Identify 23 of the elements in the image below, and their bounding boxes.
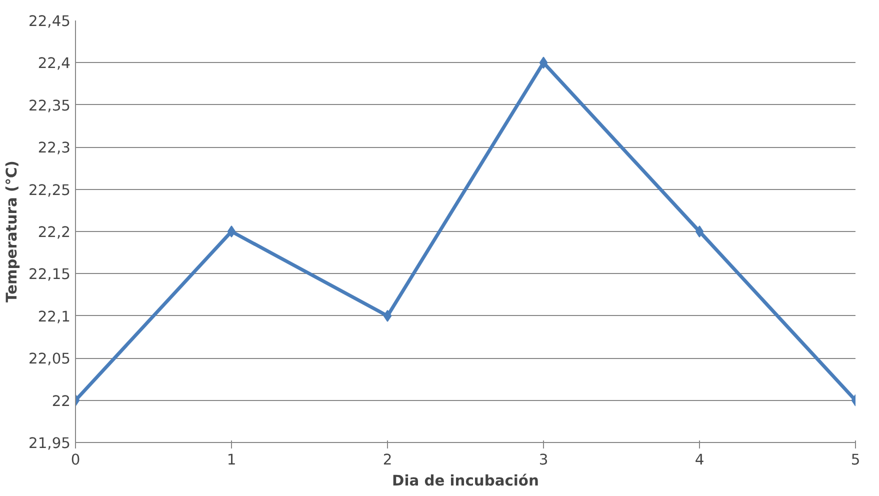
- y-tick-label: 22,2: [38, 224, 71, 241]
- y-tick-label: 22,4: [38, 55, 71, 72]
- x-tick-label: 0: [70, 452, 80, 468]
- x-tick-label: 4: [694, 452, 704, 468]
- y-tick-label: 22,45: [28, 13, 71, 30]
- y-tick-label: 21,95: [28, 435, 71, 452]
- y-tick-label: 22,05: [28, 350, 71, 368]
- x-axis-title: Dia de incubación: [392, 472, 539, 490]
- point: [539, 56, 548, 69]
- x-tick-label: 1: [226, 452, 236, 468]
- x-tick-label: 5: [850, 452, 860, 468]
- x-tick-label: 2: [382, 452, 392, 468]
- point: [227, 226, 236, 238]
- y-tick-label: 22,1: [38, 308, 71, 326]
- point: [383, 310, 392, 322]
- y-axis-title: Temperatura (°C): [4, 160, 21, 302]
- y-tick-label: 22,15: [28, 266, 71, 284]
- x-tick-label: 3: [538, 452, 548, 468]
- y-tick-label: 22: [52, 392, 71, 410]
- y-tick-label: 22,35: [28, 97, 71, 114]
- y-tick-label: 22,3: [38, 140, 71, 157]
- point: [695, 226, 704, 238]
- y-tick-label: 22,25: [28, 182, 71, 199]
